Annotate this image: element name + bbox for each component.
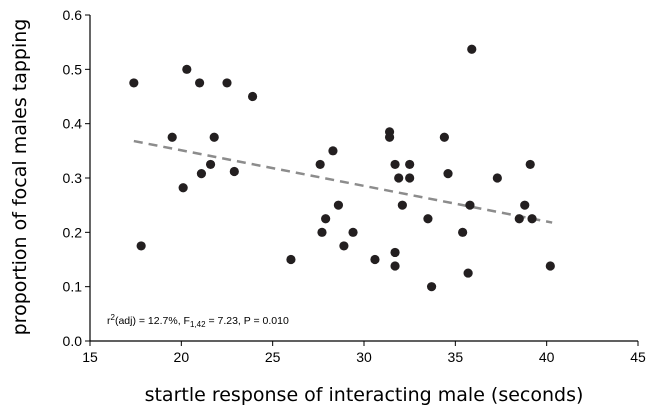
data-point: [339, 241, 349, 251]
data-point: [348, 227, 358, 237]
x-tick-label: 40: [539, 349, 555, 365]
x-tick-label: 15: [82, 349, 98, 365]
x-tick-label: 45: [630, 349, 646, 365]
x-tick-label: 25: [265, 349, 281, 365]
data-point: [458, 227, 468, 237]
data-point: [129, 78, 139, 88]
y-tick-label: 0.3: [63, 170, 83, 186]
annotation-superscript: 2: [111, 313, 116, 322]
y-tick-label: 0.6: [63, 7, 83, 23]
data-point: [465, 200, 475, 210]
trend-line: [133, 139, 553, 224]
data-point: [315, 159, 325, 170]
data-point: [394, 173, 404, 183]
y-tick-label: 0.1: [63, 279, 83, 295]
data-point: [467, 44, 477, 54]
data-point: [390, 261, 400, 271]
stats-annotation: r2(adj) = 12.7%, F1,42 = 7.23, P = 0.010: [107, 313, 289, 329]
annotation-subscript: 1,42: [190, 320, 206, 329]
data-point: [405, 159, 415, 170]
data-point: [247, 91, 258, 102]
data-point: [463, 268, 473, 278]
x-axis-title: startle response of interacting male (se…: [145, 384, 584, 406]
data-point: [423, 214, 433, 224]
data-point: [328, 146, 338, 156]
data-point: [286, 254, 296, 265]
data-point: [397, 200, 407, 210]
data-point: [439, 132, 449, 142]
data-point: [182, 64, 192, 74]
data-point: [525, 159, 535, 170]
x-tick-label: 30: [356, 349, 372, 365]
data-point: [514, 214, 524, 224]
data-point: [209, 132, 219, 142]
x-tick-label: 35: [448, 349, 464, 365]
data-point: [426, 282, 437, 292]
y-tick-label: 0.2: [63, 224, 83, 240]
data-point: [492, 173, 502, 183]
data-point: [222, 78, 232, 88]
data-points: [129, 44, 555, 292]
annotation-middle: (adj) = 12.7%, F: [115, 315, 190, 327]
data-point: [317, 227, 327, 237]
data-point: [136, 241, 146, 251]
data-point: [390, 247, 400, 258]
y-axis-title: proportion of focal males tapping: [9, 19, 31, 336]
data-point: [205, 159, 216, 170]
data-point: [333, 200, 344, 210]
y-tick-label: 0.4: [63, 116, 83, 132]
annotation-prefix: r: [107, 315, 111, 327]
axes: 15 20 25 30 35 40 45 0.0 0.1 0.2 0.3 0.4 0.5 0.6: [63, 7, 646, 365]
data-point: [167, 132, 177, 142]
data-point: [321, 214, 331, 224]
data-point: [545, 261, 555, 271]
data-point: [370, 254, 380, 265]
data-point: [384, 132, 395, 142]
data-point: [443, 169, 453, 179]
data-point: [195, 78, 205, 88]
data-point: [390, 159, 400, 170]
data-point: [229, 166, 239, 177]
data-point: [196, 169, 207, 179]
y-tick-label: 0.5: [63, 61, 83, 77]
data-point: [178, 183, 188, 193]
data-point: [405, 173, 415, 183]
data-point: [520, 200, 530, 210]
y-tick-label: 0.0: [63, 333, 83, 349]
x-tick-label: 20: [174, 349, 190, 365]
annotation-suffix: = 7.23, P = 0.010: [206, 315, 289, 327]
data-point: [527, 214, 537, 224]
